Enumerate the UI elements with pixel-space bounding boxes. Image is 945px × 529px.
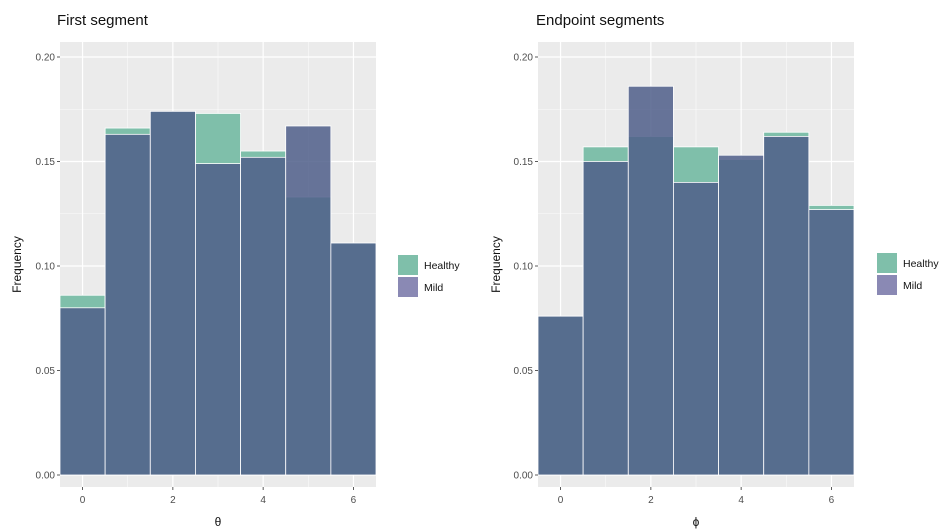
x-tick-label: 6 [351, 495, 357, 506]
chart-panel-1: First segment 0.00 0.05 0.10 0.15 0.20 0 2 4 6 θ Fr… [10, 12, 460, 529]
chart-title: Endpoint segments [536, 12, 664, 29]
bar-mild [627, 85, 674, 476]
bar-mild [808, 209, 855, 476]
x-tick-label: 0 [558, 495, 564, 506]
legend-swatch-healthy [877, 253, 897, 273]
bar-mild [673, 181, 719, 476]
legend-label-healthy: Healthy [903, 258, 939, 270]
legend-swatch-healthy [398, 255, 418, 275]
x-axis-label: θ [215, 515, 222, 529]
x-axis-label: ϕ [693, 515, 700, 529]
legend-label-healthy: Healthy [424, 260, 460, 272]
bar-mild [763, 136, 810, 476]
y-tick-label: 0.10 [514, 262, 534, 273]
x-tick-label: 0 [80, 495, 86, 506]
bar-mild [537, 315, 584, 476]
x-tick-label: 6 [829, 495, 835, 506]
y-tick-label: 0.00 [514, 471, 534, 482]
bar-mild [149, 110, 196, 476]
chart-title: First segment [57, 12, 149, 29]
x-tick-label: 4 [738, 495, 744, 506]
bar-mild [285, 125, 332, 476]
y-tick-label: 0.00 [36, 471, 56, 482]
legend-label-mild: Mild [903, 280, 922, 292]
bar-mild [59, 307, 106, 476]
y-tick-label: 0.20 [514, 53, 534, 64]
x-tick-label: 4 [260, 495, 266, 506]
legend-swatch-mild [398, 277, 418, 297]
bar-mild [195, 163, 241, 476]
bar-mild [240, 156, 287, 476]
y-axis-label: Frequency [489, 236, 503, 293]
bar-mild [718, 154, 765, 476]
bar-mild [104, 133, 151, 476]
y-tick-label: 0.10 [36, 262, 56, 273]
y-axis-label: Frequency [10, 236, 24, 293]
bar-mild [330, 242, 377, 476]
x-tick-label: 2 [170, 495, 176, 506]
y-tick-label: 0.05 [36, 366, 56, 377]
y-tick-label: 0.15 [514, 157, 534, 168]
chart-panel-2: Endpoint segments 0.00 0.05 0.10 0.15 0.20 0 2 4… [489, 12, 939, 529]
legend: Healthy Mild [398, 255, 460, 297]
y-tick-label: 0.05 [514, 366, 534, 377]
bar-mild [582, 161, 629, 476]
legend: Healthy Mild [877, 253, 939, 295]
y-tick-label: 0.20 [36, 53, 56, 64]
y-tick-label: 0.15 [36, 157, 56, 168]
legend-label-mild: Mild [424, 282, 443, 294]
x-tick-label: 2 [648, 495, 654, 506]
legend-swatch-mild [877, 275, 897, 295]
